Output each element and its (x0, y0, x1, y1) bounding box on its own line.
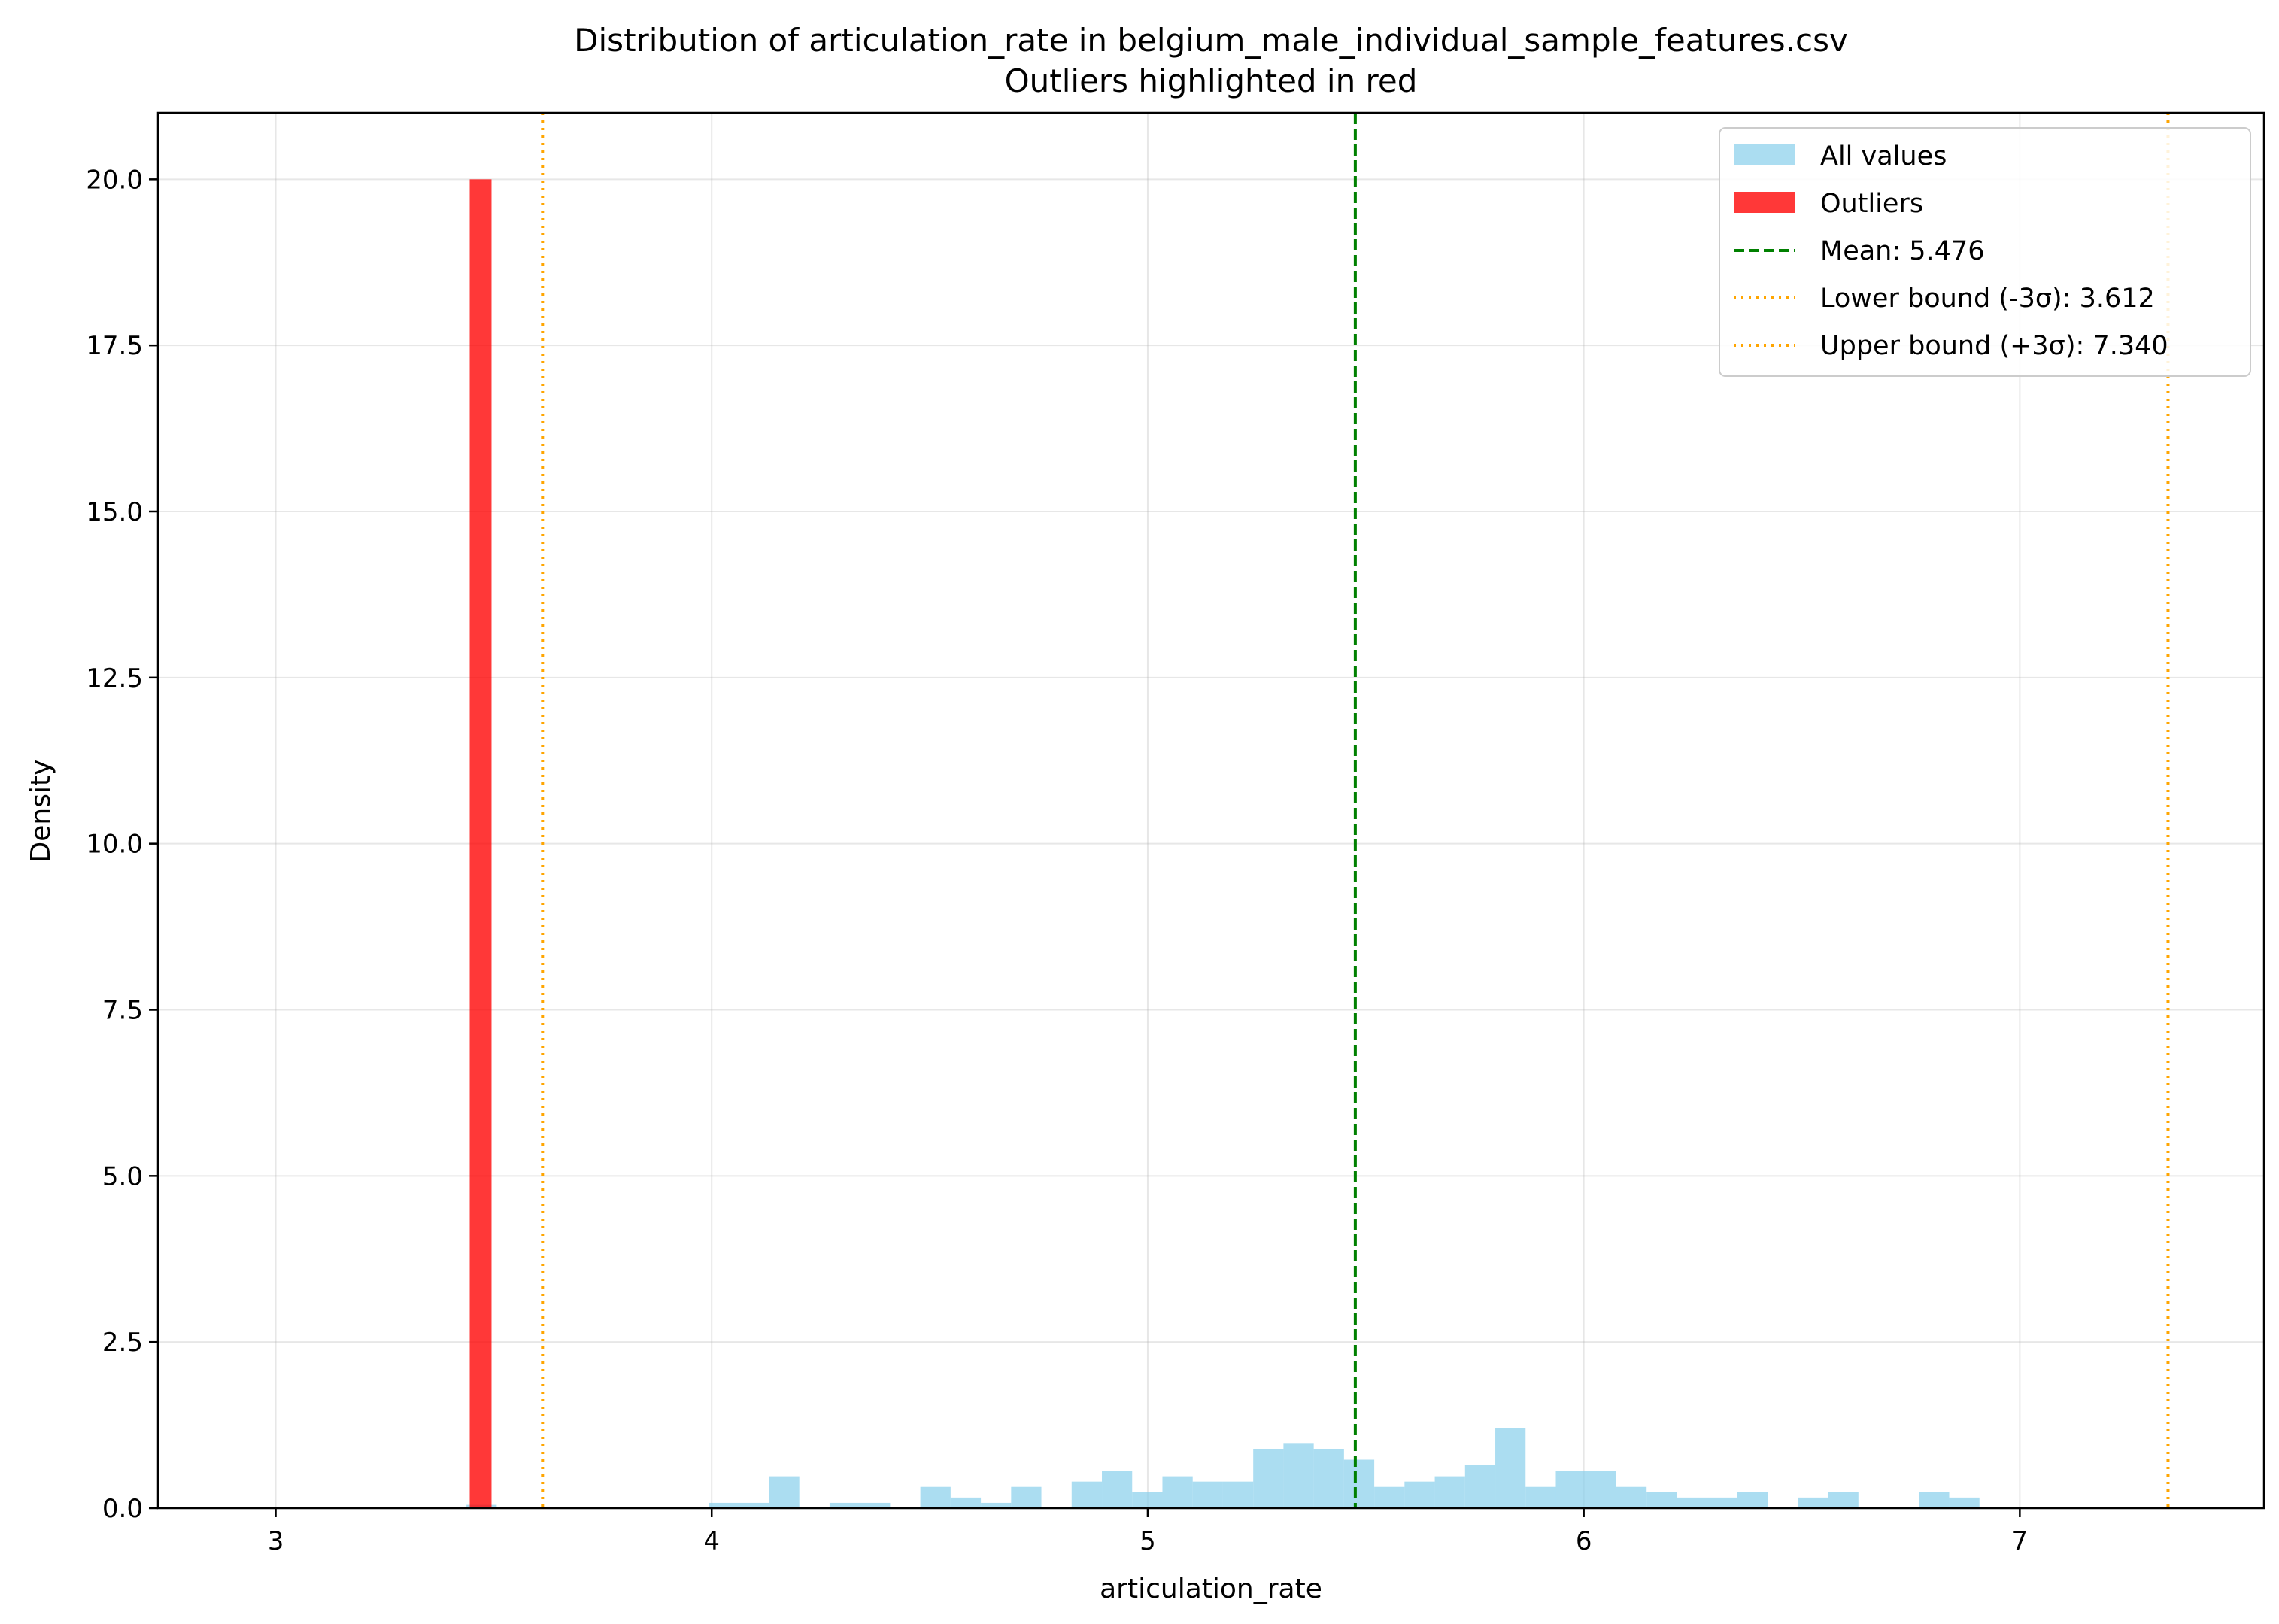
y-tick-label: 10.0 (86, 830, 143, 860)
histogram-bar (1828, 1492, 1859, 1508)
chart-title: Distribution of articulation_rate in bel… (574, 22, 1848, 59)
legend-swatch-outliers (1734, 192, 1795, 213)
y-tick-label: 5.0 (102, 1161, 143, 1191)
legend-swatch-all-values (1734, 144, 1795, 165)
histogram-bar (1011, 1486, 1042, 1508)
histogram-bar (1253, 1449, 1284, 1508)
x-tick-label: 4 (703, 1526, 720, 1556)
grid (158, 113, 2264, 1509)
histogram-bar (1132, 1492, 1163, 1508)
x-axis-label: articulation_rate (1100, 1574, 1322, 1604)
legend: All values Outliers Mean: 5.476 Lower bo… (1719, 127, 2251, 377)
x-tick-label: 7 (2012, 1526, 2029, 1556)
legend-label-upper-bound: Upper bound (+3σ): 7.340 (1820, 331, 2168, 361)
histogram-bar (1555, 1471, 1586, 1508)
x-tick-label: 3 (268, 1526, 284, 1556)
histogram-bar (709, 1502, 739, 1508)
x-tick-label: 5 (1140, 1526, 1156, 1556)
histogram-bar (1162, 1476, 1193, 1508)
histogram-bar (981, 1502, 1012, 1508)
plot-frame (156, 111, 2265, 1510)
histogram-bar (1646, 1492, 1677, 1508)
x-axis-ticks: 3 4 5 6 7 (268, 1508, 2028, 1556)
histogram-bar (1677, 1497, 1707, 1508)
histogram-bar (1616, 1486, 1647, 1508)
legend-label-outliers: Outliers (1820, 189, 1923, 219)
outlier-bar (469, 179, 492, 1508)
histogram-bar (1343, 1459, 1375, 1508)
histogram-bar (1102, 1471, 1133, 1508)
histogram-bar (829, 1502, 860, 1508)
chart-subtitle: Outliers highlighted in red (1005, 62, 1418, 99)
y-axis-label: Density (26, 760, 56, 863)
histogram-bar (860, 1502, 891, 1508)
legend-label-all-values: All values (1820, 141, 1947, 172)
y-tick-label: 17.5 (86, 331, 143, 361)
histogram-bar (1586, 1471, 1616, 1508)
legend-label-mean: Mean: 5.476 (1820, 236, 1984, 266)
histogram-bar (1495, 1428, 1526, 1508)
y-tick-label: 7.5 (102, 996, 143, 1026)
histogram-bar (1192, 1481, 1223, 1508)
histogram-bar (1737, 1492, 1768, 1508)
histogram-bar (1525, 1486, 1556, 1508)
y-tick-label: 2.5 (102, 1328, 143, 1358)
histogram-bar (920, 1486, 951, 1508)
histogram-bar (769, 1476, 800, 1508)
y-tick-label: 12.5 (86, 663, 143, 694)
histogram-bar (1464, 1465, 1496, 1508)
histogram-bar (1949, 1497, 1980, 1508)
histogram-bar (739, 1502, 769, 1508)
y-axis-ticks: 0.0 2.5 5.0 7.5 10.0 12.5 15.0 17.5 20.0 (86, 165, 158, 1524)
histogram-bar (1283, 1443, 1314, 1508)
histogram-bar (1374, 1486, 1405, 1508)
legend-label-lower-bound: Lower bound (-3σ): 3.612 (1820, 284, 2155, 314)
histogram-bar (1313, 1449, 1344, 1508)
histogram-bar (1707, 1497, 1737, 1508)
reference-lines (541, 113, 2170, 1508)
y-tick-label: 20.0 (86, 165, 143, 195)
histogram-bar (1071, 1481, 1103, 1508)
histogram-bar (1404, 1481, 1435, 1508)
histogram-bars (466, 179, 1980, 1508)
y-tick-label: 15.0 (86, 497, 143, 527)
histogram-bar (1434, 1476, 1465, 1508)
histogram-bar (1222, 1481, 1254, 1508)
histogram-bar (950, 1497, 982, 1508)
y-tick-label: 0.0 (102, 1494, 143, 1524)
histogram-bar (1919, 1492, 1950, 1508)
histogram-bar (1798, 1497, 1828, 1508)
legend-box (1719, 127, 2251, 377)
x-tick-label: 6 (1576, 1526, 1592, 1556)
